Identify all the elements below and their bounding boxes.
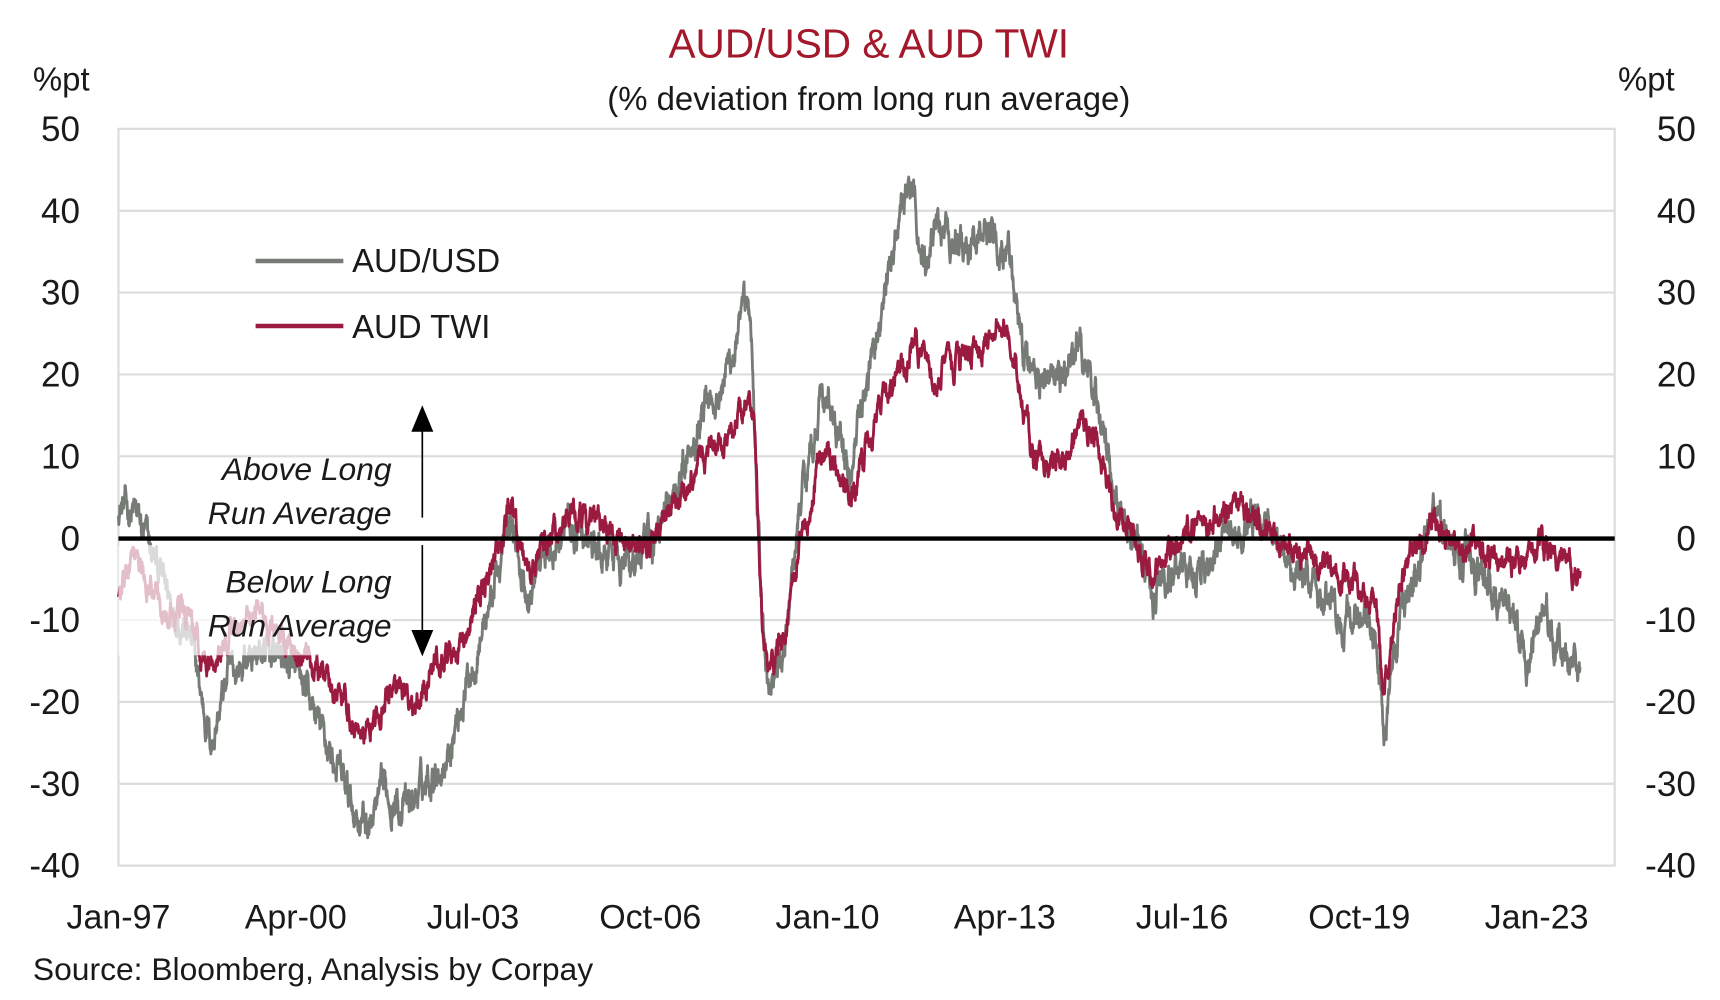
y-tick-label-right: 30	[1657, 274, 1696, 313]
y-tick-labels: 50 50 40 40 30 30 20 20 10 10 0 0 -10 -10 -20 -20 -30 -30…	[29, 110, 1696, 886]
x-tick-label: Apr-13	[954, 898, 1056, 936]
annotation-below-line2: Run Average	[208, 608, 392, 644]
x-tick-label: Oct-06	[599, 898, 701, 936]
x-tick-label: Jul-03	[427, 898, 520, 936]
annotation-above-line2: Run Average	[208, 495, 392, 531]
y-tick-label-left: 20	[41, 356, 80, 395]
legend-label-audusd: AUD/USD	[352, 242, 500, 279]
x-tick-label: Jan-23	[1485, 898, 1589, 936]
x-tick-label: Apr-00	[245, 898, 347, 936]
series-line-aud-twi	[117, 318, 1582, 745]
y-tick-label-right: 50	[1657, 110, 1696, 149]
legend-label-audtwi: AUD TWI	[352, 308, 490, 345]
chart-subtitle: (% deviation from long run average)	[607, 80, 1130, 117]
plot-area-border	[117, 127, 1616, 867]
y-tick-label-left: 0	[61, 519, 81, 558]
x-tick-label: Jul-16	[1136, 898, 1229, 936]
y-tick-label-right: -30	[1645, 765, 1696, 804]
y-tick-label-right: -40	[1645, 847, 1696, 886]
series-lines	[117, 175, 1582, 840]
down-arrow-icon	[411, 629, 434, 657]
y-tick-label-right: 0	[1676, 519, 1696, 558]
annotation-above-line1: Above Long	[220, 451, 392, 487]
y-tick-label-left: -20	[29, 683, 80, 722]
y-tick-label-right: 20	[1657, 356, 1696, 395]
y-tick-label-right: 40	[1657, 192, 1696, 231]
x-tick-label: Jan-10	[776, 898, 880, 936]
chart-title: AUD/USD & AUD TWI	[669, 20, 1070, 66]
y-tick-label-right: -20	[1645, 683, 1696, 722]
y-tick-label-left: -10	[29, 601, 80, 640]
series-line-aud-usd	[117, 175, 1582, 840]
x-tick-label: Oct-19	[1308, 898, 1410, 936]
annotation-below-line1: Below Long	[225, 563, 391, 599]
y-tick-label-left: 30	[41, 274, 80, 313]
x-tick-labels: Jan-97 Apr-00 Jul-03 Oct-06 Jan-10 Apr-13 Jul-…	[66, 898, 1588, 936]
annotation-fade	[118, 545, 393, 656]
y-tick-label-left: 10	[41, 437, 80, 476]
up-arrow-icon	[411, 405, 434, 432]
y-tick-label-left: -30	[29, 765, 80, 804]
legend: AUD/USD AUD TWI	[255, 242, 500, 345]
y-tick-label-left: 50	[41, 110, 80, 149]
source-note: Source: Bloomberg, Analysis by Corpay	[33, 951, 593, 987]
annotation-below: Below Long Run Average	[208, 545, 434, 657]
y-tick-label-right: 10	[1657, 437, 1696, 476]
y-tick-label-left: 40	[41, 192, 80, 231]
annotation-above: Above Long Run Average	[208, 405, 434, 531]
y-axis-label-right: %pt	[1618, 60, 1675, 97]
y-axis-label-left: %pt	[33, 60, 90, 97]
y-tick-label-left: -40	[29, 847, 80, 886]
x-tick-label: Jan-97	[66, 898, 170, 936]
y-tick-label-right: -10	[1645, 601, 1696, 640]
